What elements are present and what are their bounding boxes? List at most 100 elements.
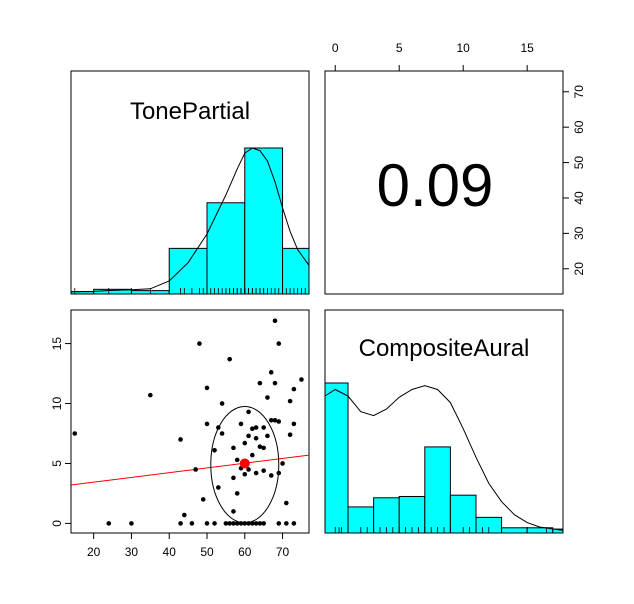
data-point bbox=[253, 425, 259, 430]
data-point bbox=[272, 418, 278, 423]
right-axis-tick-label: 20 bbox=[572, 262, 586, 276]
x-axis-tick-label: 60 bbox=[238, 545, 252, 559]
data-point bbox=[246, 409, 251, 415]
right-axis-tick-label: 30 bbox=[572, 226, 586, 240]
data-point bbox=[261, 521, 266, 526]
data-point bbox=[189, 521, 195, 526]
data-point bbox=[261, 445, 266, 451]
centroid-point bbox=[239, 458, 250, 469]
data-point bbox=[197, 341, 202, 346]
data-point bbox=[219, 401, 225, 406]
data-point bbox=[227, 356, 232, 362]
data-point bbox=[212, 521, 217, 526]
data-point bbox=[265, 395, 270, 400]
data-point bbox=[284, 500, 289, 506]
histogram-bar bbox=[552, 528, 564, 534]
data-point bbox=[148, 392, 153, 398]
data-point bbox=[129, 521, 134, 526]
top-axis-tick-label: 10 bbox=[457, 41, 471, 55]
histogram-bar bbox=[449, 494, 477, 534]
data-point bbox=[261, 425, 266, 430]
data-point bbox=[276, 341, 282, 346]
data-point bbox=[257, 380, 263, 386]
data-point bbox=[291, 521, 297, 526]
data-point bbox=[231, 445, 236, 451]
data-point bbox=[253, 521, 259, 526]
x-axis-tick-label: 20 bbox=[87, 545, 101, 559]
density-curve bbox=[324, 385, 564, 531]
data-point bbox=[276, 419, 282, 424]
histogram-bar bbox=[282, 247, 310, 295]
right-axis-tick-label: 40 bbox=[572, 191, 586, 205]
data-point bbox=[178, 521, 183, 526]
data-point bbox=[250, 426, 255, 431]
data-point bbox=[253, 470, 259, 476]
top-axis-tick-label: 0 bbox=[332, 41, 339, 55]
data-point bbox=[265, 433, 270, 439]
data-point bbox=[72, 431, 78, 436]
data-point bbox=[272, 380, 278, 386]
data-point bbox=[268, 473, 274, 478]
histogram-bar bbox=[398, 495, 426, 534]
data-point bbox=[219, 431, 225, 436]
data-point bbox=[234, 491, 240, 496]
regression-line bbox=[70, 454, 310, 486]
data-point bbox=[204, 521, 210, 526]
data-point bbox=[246, 521, 251, 526]
data-point bbox=[193, 467, 198, 472]
data-point bbox=[250, 452, 255, 458]
scatter-panel bbox=[70, 318, 310, 526]
x-axis-tick-label: 50 bbox=[200, 545, 214, 559]
data-point bbox=[287, 432, 293, 437]
histogram-bar bbox=[324, 382, 349, 534]
data-point bbox=[287, 398, 293, 404]
right-axis-tick-label: 60 bbox=[572, 120, 586, 134]
data-point bbox=[182, 512, 187, 518]
data-point bbox=[231, 521, 236, 526]
data-point bbox=[231, 475, 236, 481]
data-point bbox=[272, 318, 278, 324]
data-point bbox=[238, 421, 244, 427]
histogram-bar bbox=[168, 247, 208, 295]
data-point bbox=[280, 461, 285, 466]
data-point bbox=[242, 521, 248, 526]
y-axis-tick-label: 5 bbox=[50, 460, 64, 467]
data-point bbox=[246, 433, 251, 439]
data-point bbox=[216, 485, 221, 490]
data-point bbox=[276, 470, 282, 476]
data-point bbox=[250, 521, 255, 526]
y-axis-tick-label: 0 bbox=[50, 520, 64, 527]
right-axis-tick-label: 70 bbox=[572, 85, 586, 99]
data-point bbox=[242, 471, 248, 477]
data-point bbox=[291, 421, 297, 427]
data-point bbox=[253, 435, 259, 441]
x-axis-tick-label: 70 bbox=[276, 545, 290, 559]
data-point bbox=[204, 385, 210, 391]
data-point bbox=[238, 521, 244, 526]
correlation-value: 0.09 bbox=[377, 152, 494, 219]
data-point bbox=[234, 521, 240, 526]
top-axis-tick-label: 5 bbox=[396, 41, 403, 55]
x-axis-tick-label: 40 bbox=[163, 545, 177, 559]
data-point bbox=[106, 521, 112, 526]
compositeaural-histogram bbox=[324, 382, 564, 534]
data-point bbox=[246, 467, 251, 472]
x-axis-tick-label: 30 bbox=[125, 545, 139, 559]
data-point bbox=[242, 440, 248, 446]
tonepartial-histogram bbox=[70, 147, 310, 295]
y-axis-tick-label: 10 bbox=[50, 397, 64, 411]
histogram-bar bbox=[244, 147, 284, 295]
histogram-bar bbox=[206, 202, 246, 295]
data-point bbox=[257, 521, 263, 526]
data-point bbox=[261, 468, 266, 473]
data-point bbox=[216, 425, 221, 430]
data-point bbox=[284, 521, 289, 526]
data-point bbox=[200, 497, 206, 502]
data-point bbox=[227, 521, 232, 526]
histogram-bar bbox=[501, 527, 528, 534]
histogram-bar bbox=[424, 446, 451, 534]
data-point bbox=[178, 437, 183, 442]
data-point bbox=[231, 509, 236, 514]
data-point bbox=[212, 447, 217, 453]
